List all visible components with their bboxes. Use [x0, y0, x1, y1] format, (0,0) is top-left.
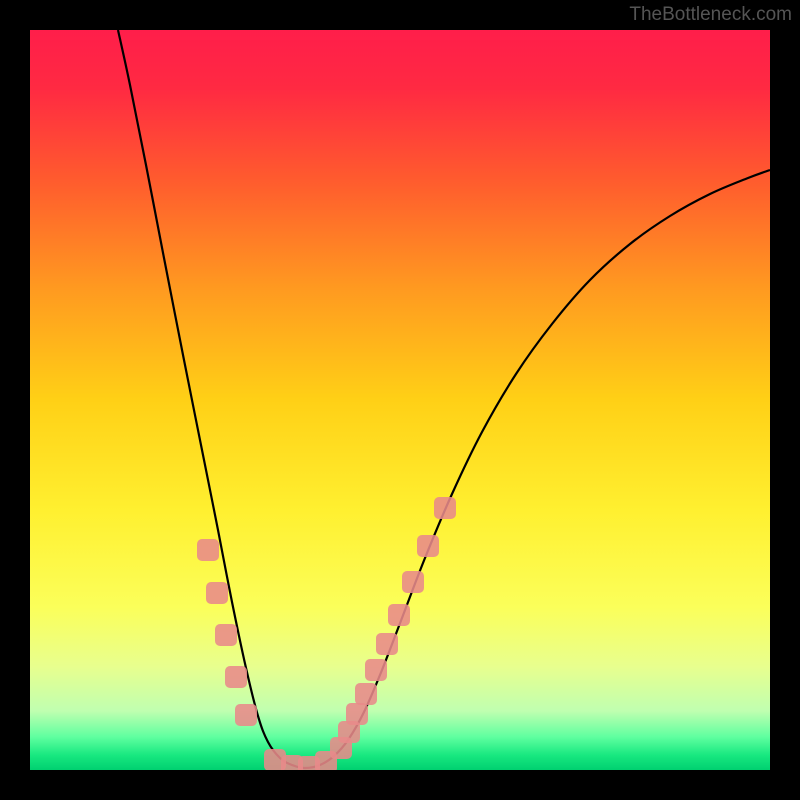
data-marker	[365, 659, 387, 681]
bottleneck-curve	[118, 30, 770, 768]
data-marker	[402, 571, 424, 593]
data-marker	[355, 683, 377, 705]
data-marker	[417, 535, 439, 557]
data-marker	[215, 624, 237, 646]
data-marker	[376, 633, 398, 655]
data-marker	[235, 704, 257, 726]
data-marker	[197, 539, 219, 561]
watermark-text: TheBottleneck.com	[629, 4, 792, 26]
data-marker	[206, 582, 228, 604]
data-marker	[346, 703, 368, 725]
data-marker	[434, 497, 456, 519]
data-marker	[225, 666, 247, 688]
plot-area	[30, 30, 770, 770]
data-marker	[388, 604, 410, 626]
chart-svg	[30, 30, 770, 770]
